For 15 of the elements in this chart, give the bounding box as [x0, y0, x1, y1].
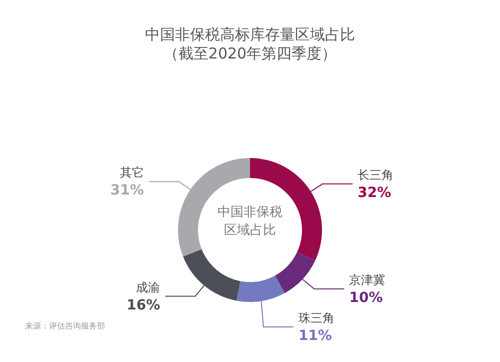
slice-label: 其它 — [120, 166, 144, 180]
slice-label: 成渝 — [136, 280, 160, 294]
slice-label: 京津冀 — [349, 272, 386, 287]
data-label: 32% — [358, 184, 392, 201]
slice-label: 珠三角 — [298, 310, 334, 325]
data-label: 11% — [298, 328, 332, 344]
slice-label: 长三角 — [358, 168, 394, 182]
chart-title: 中国非保税高标库存量区域占比 — [145, 26, 355, 44]
source-note: 来源：评估咨询服务部 — [25, 322, 105, 330]
chart-subtitle: （截至2020年第四季度） — [163, 44, 337, 62]
text: 区域占比 — [224, 223, 276, 238]
data-label: 31% — [110, 182, 144, 199]
text: 中国非保税 — [218, 205, 282, 220]
data-label: 10% — [349, 290, 383, 306]
data-label: 16% — [126, 297, 160, 314]
